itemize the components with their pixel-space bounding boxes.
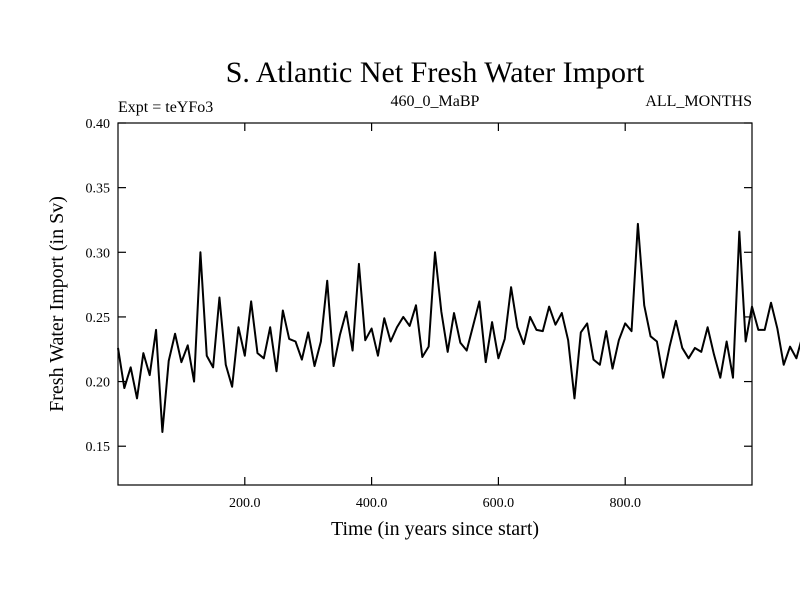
x-tick-label: 600.0 — [483, 496, 515, 511]
y-axis-ticks: 0.15 0.20 0.25 0.30 0.35 0.40 — [86, 117, 752, 455]
y-tick-label: 0.35 — [86, 182, 111, 197]
y-tick-label: 0.15 — [86, 440, 111, 455]
x-tick-label: 200.0 — [229, 496, 261, 511]
y-tick-label: 0.30 — [86, 246, 111, 261]
months-label: ALL_MONTHS — [645, 93, 752, 110]
x-tick-label: 400.0 — [356, 496, 388, 511]
y-tick-label: 0.25 — [86, 311, 111, 326]
expt-label: Expt = teYFo3 — [118, 99, 213, 116]
series-line-fresh-water-import — [117, 222, 800, 433]
y-tick-label: 0.40 — [86, 117, 111, 132]
chart-title: S. Atlantic Net Fresh Water Import — [226, 56, 645, 89]
plot-frame — [117, 122, 753, 486]
y-tick-label: 0.20 — [86, 376, 111, 391]
run-label: 460_0_MaBP — [391, 93, 480, 110]
x-tick-label: 800.0 — [609, 496, 641, 511]
x-axis-ticks: 200.0 400.0 600.0 800.0 — [229, 123, 641, 511]
y-axis-label: Fresh Water Import (in Sv) — [46, 196, 68, 412]
x-axis-label: Time (in years since start) — [331, 518, 539, 540]
